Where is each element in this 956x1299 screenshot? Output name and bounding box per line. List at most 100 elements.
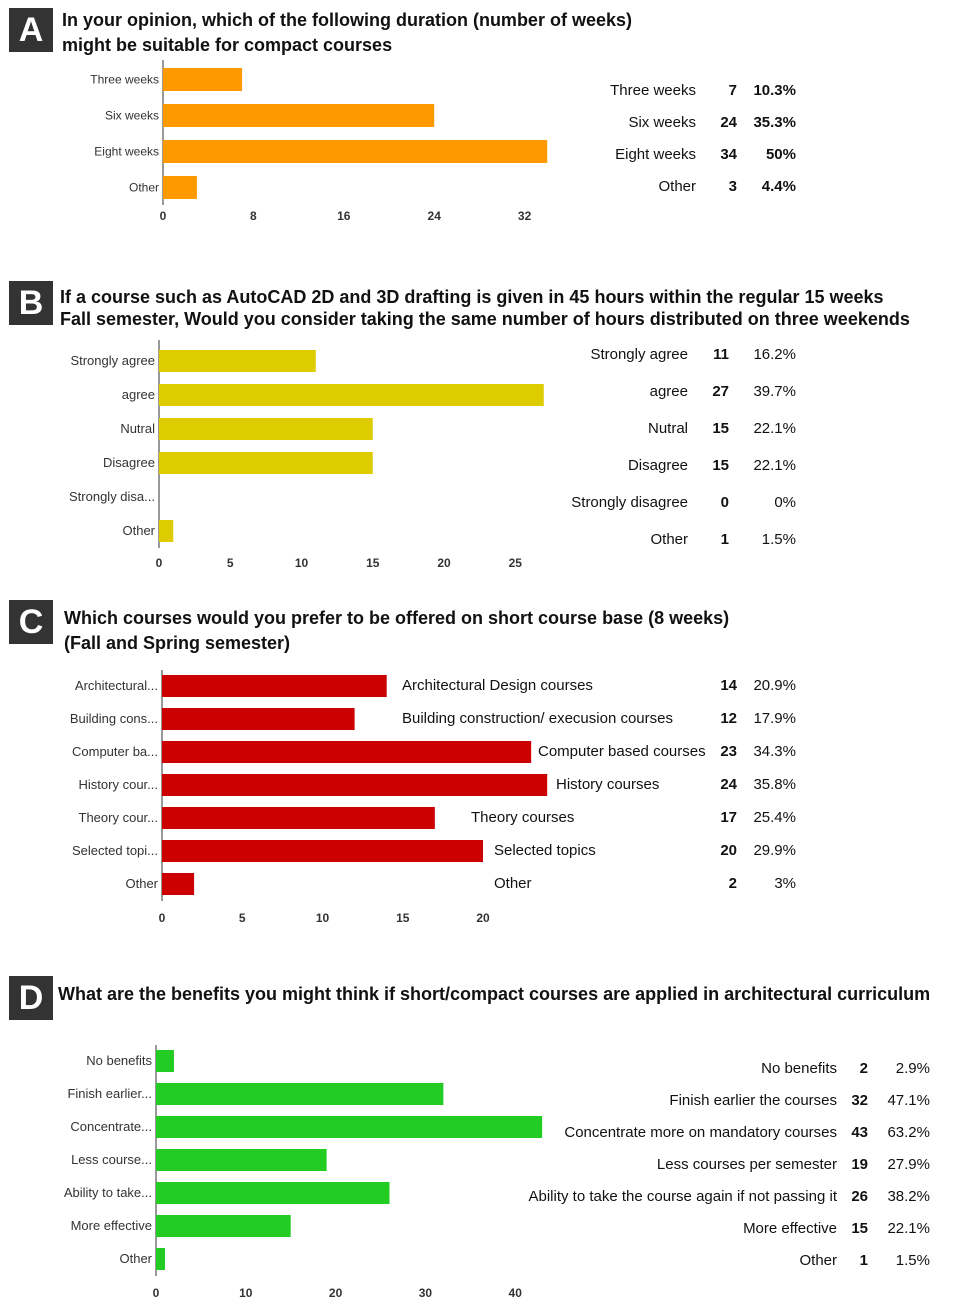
panel-c-title-line: Which courses would you prefer to be off… <box>64 608 730 628</box>
table-label: agree <box>650 383 688 400</box>
bar-c-6 <box>162 873 195 895</box>
category-label: Less course... <box>71 1152 152 1167</box>
category-label: Other <box>129 181 159 195</box>
x-tick-label: 20 <box>437 556 451 570</box>
bar-c-5 <box>162 840 483 862</box>
table-percent: 63.2% <box>887 1124 930 1141</box>
category-label: No benefits <box>86 1053 152 1068</box>
category-label: Architectural... <box>75 678 158 693</box>
panel-a-chart: Three weeks Three weeks 7 10.3% Six weeks Six… <box>90 60 796 223</box>
table-label: Less courses per semester <box>657 1156 837 1173</box>
table-count: 12 <box>720 710 737 727</box>
table-label: Other <box>799 1252 837 1269</box>
table-label: Other <box>658 178 696 195</box>
x-tick-label: 10 <box>295 556 309 570</box>
bar-b-2 <box>159 418 373 440</box>
table-percent: 27.9% <box>887 1156 930 1173</box>
x-tick-label: 25 <box>509 556 523 570</box>
table-label: Other <box>494 875 532 892</box>
table-label: Disagree <box>628 457 688 474</box>
panel-c-title-line: (Fall and Spring semester) <box>64 633 291 653</box>
table-count: 17 <box>720 809 737 826</box>
bar-c-0 <box>162 675 387 697</box>
x-tick-label: 10 <box>239 1286 253 1299</box>
category-label: Three weeks <box>90 73 159 87</box>
table-label: Six weeks <box>628 114 696 131</box>
bar-a-2 <box>163 140 548 163</box>
bar-c-3 <box>162 774 548 796</box>
category-label: Six weeks <box>105 109 159 123</box>
x-tick-label: 32 <box>518 209 532 223</box>
category-label: Other <box>119 1251 152 1266</box>
panel-d-chart: No benefits No benefits 2 2.9% Finish earlie… <box>64 1045 930 1299</box>
table-label: History courses <box>556 776 659 793</box>
table-count: 24 <box>720 114 737 131</box>
table-count: 43 <box>851 1124 868 1141</box>
category-label: Ability to take... <box>64 1185 152 1200</box>
panel-b-title-line: Fall semester, Would you consider taking… <box>60 309 910 329</box>
table-label: Selected topics <box>494 842 596 859</box>
x-tick-label: 0 <box>156 556 163 570</box>
table-percent: 35.8% <box>753 776 796 793</box>
bar-c-2 <box>162 741 532 763</box>
x-tick-label: 5 <box>239 911 246 925</box>
table-count: 20 <box>720 842 737 859</box>
panel-c-badge: C <box>9 600 53 644</box>
table-count: 15 <box>712 420 729 437</box>
table-count: 1 <box>721 531 729 548</box>
bar-c-1 <box>162 708 355 730</box>
panel-d-title-line: What are the benefits you might think if… <box>58 984 931 1004</box>
table-count: 27 <box>712 383 729 400</box>
category-label: Concentrate... <box>70 1119 152 1134</box>
panel-b-chart: Strongly agree Strongly agree 11 16.2% agree… <box>69 340 796 570</box>
table-label: Architectural Design courses <box>402 677 593 694</box>
bar-b-0 <box>159 350 316 372</box>
table-percent: 25.4% <box>753 809 796 826</box>
table-count: 15 <box>851 1220 868 1237</box>
x-tick-label: 40 <box>509 1286 523 1299</box>
x-tick-label: 20 <box>329 1286 343 1299</box>
table-label: Computer based courses <box>538 743 706 760</box>
category-label: Nutral <box>120 421 155 436</box>
table-percent: 47.1% <box>887 1092 930 1109</box>
x-tick-label: 24 <box>428 209 442 223</box>
category-label: Computer ba... <box>72 744 158 759</box>
table-label: Concentrate more on mandatory courses <box>564 1124 837 1141</box>
table-label: Strongly agree <box>590 346 688 363</box>
category-label: agree <box>122 387 155 402</box>
table-percent: 10.3% <box>753 82 796 99</box>
category-label: Strongly disa... <box>69 489 155 504</box>
table-label: Theory courses <box>471 809 574 826</box>
x-tick-label: 8 <box>250 209 257 223</box>
table-percent: 1.5% <box>762 531 796 548</box>
category-label: Strongly agree <box>70 353 155 368</box>
bar-c-4 <box>162 807 435 829</box>
bar-a-0 <box>163 68 243 91</box>
panel-a-title-line: In your opinion, which of the following … <box>62 10 632 30</box>
table-count: 23 <box>720 743 737 760</box>
table-label: Other <box>650 531 688 548</box>
bar-d-2 <box>156 1116 543 1138</box>
x-tick-label: 0 <box>160 209 167 223</box>
category-label: Other <box>125 876 158 891</box>
table-percent: 22.1% <box>753 420 796 437</box>
panel-a-title-line: might be suitable for compact courses <box>62 35 393 55</box>
table-label: Nutral <box>648 420 688 437</box>
table-label: Ability to take the course again if not … <box>528 1188 837 1205</box>
category-label: Selected topi... <box>72 843 158 858</box>
x-tick-label: 30 <box>419 1286 433 1299</box>
table-count: 19 <box>851 1156 868 1173</box>
category-label: Finish earlier... <box>67 1086 152 1101</box>
x-tick-label: 16 <box>337 209 351 223</box>
table-count: 2 <box>860 1060 868 1077</box>
category-label: Theory cour... <box>79 810 158 825</box>
table-percent: 0% <box>774 494 796 511</box>
table-percent: 34.3% <box>753 743 796 760</box>
table-label: Eight weeks <box>615 146 696 163</box>
table-count: 1 <box>860 1252 868 1269</box>
table-count: 32 <box>851 1092 868 1109</box>
table-percent: 16.2% <box>753 346 796 363</box>
table-percent: 4.4% <box>762 178 796 195</box>
table-label: Building construction/ execusion courses <box>402 710 673 727</box>
table-percent: 35.3% <box>753 114 796 131</box>
